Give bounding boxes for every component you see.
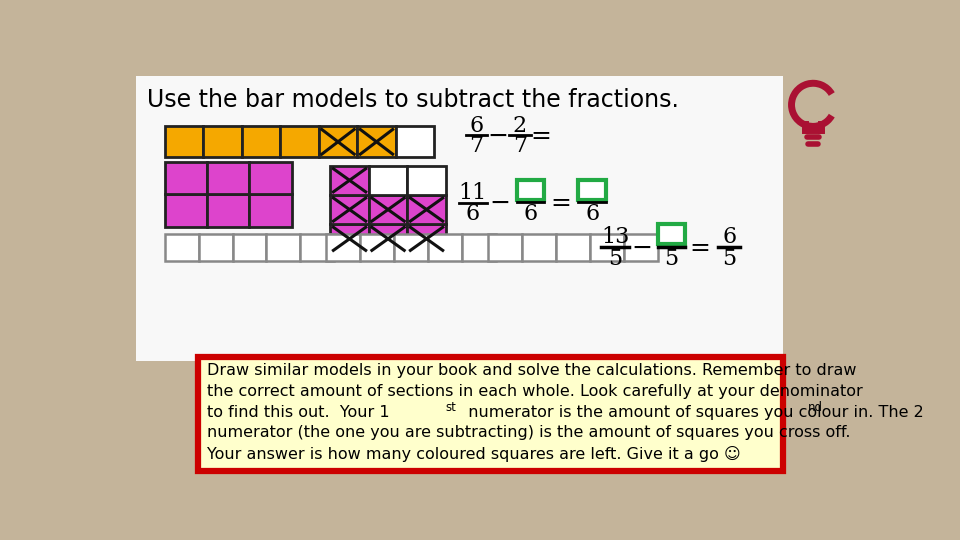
Text: Draw similar models in your book and solve the calculations. Remember to draw: Draw similar models in your book and sol… [207, 363, 856, 378]
Text: =: = [551, 191, 572, 215]
Text: the correct amount of sections in each whole. Look carefully at your denominator: the correct amount of sections in each w… [207, 384, 863, 399]
Bar [250, 162, 292, 194]
Bar [556, 234, 589, 261]
Bar [395, 234, 428, 261]
Bar [407, 224, 445, 253]
Bar [242, 126, 280, 157]
Bar [330, 224, 369, 253]
Bar [658, 224, 685, 244]
Bar [357, 126, 396, 157]
Bar [462, 234, 496, 261]
Bar [488, 234, 522, 261]
Bar [250, 194, 292, 226]
Text: st: st [445, 401, 457, 414]
Bar [207, 162, 250, 194]
Bar [589, 234, 624, 261]
Bar [136, 76, 783, 361]
Bar [516, 179, 544, 200]
Bar [330, 195, 369, 224]
Bar [396, 126, 434, 157]
Text: 5: 5 [664, 248, 679, 270]
Bar [300, 234, 334, 261]
Text: Your answer is how many coloured squares are left. Give it a go ☺: Your answer is how many coloured squares… [207, 446, 741, 462]
Bar [522, 234, 556, 261]
Text: 11: 11 [459, 181, 487, 204]
Text: 6: 6 [469, 116, 484, 137]
Text: 6: 6 [523, 203, 538, 225]
Bar [198, 356, 783, 470]
Bar [407, 166, 445, 195]
Bar [199, 234, 232, 261]
Text: Use the bar models to subtract the fractions.: Use the bar models to subtract the fract… [147, 88, 679, 112]
Bar [266, 234, 300, 261]
Bar [360, 234, 395, 261]
Bar [330, 166, 369, 195]
Text: numerator (the one you are subtracting) is the amount of squares you cross off.: numerator (the one you are subtracting) … [207, 426, 851, 440]
Text: 5: 5 [722, 248, 736, 270]
Bar [407, 195, 445, 224]
Text: 5: 5 [608, 248, 622, 270]
Text: −: − [490, 191, 510, 215]
Text: 7: 7 [469, 134, 484, 157]
Text: =: = [531, 124, 552, 147]
Bar [578, 179, 606, 200]
Text: 7: 7 [513, 134, 527, 157]
Bar [369, 195, 407, 224]
Text: −: − [488, 124, 509, 147]
Bar [204, 126, 242, 157]
Bar [207, 194, 250, 226]
Bar [624, 234, 658, 261]
Text: −: − [632, 236, 653, 260]
Bar [165, 162, 207, 194]
Bar [369, 166, 407, 195]
Text: 13: 13 [601, 226, 630, 248]
Text: 2: 2 [513, 116, 527, 137]
Bar [428, 234, 462, 261]
Bar [369, 224, 407, 253]
Text: =: = [689, 236, 710, 260]
Bar [319, 126, 357, 157]
Bar [165, 126, 204, 157]
Bar [165, 234, 199, 261]
Bar [232, 234, 266, 261]
Text: to find this out.  Your 1: to find this out. Your 1 [207, 404, 390, 420]
Bar [326, 234, 360, 261]
Text: 6: 6 [466, 203, 480, 225]
Text: nd: nd [807, 401, 823, 414]
Text: numerator is the amount of squares you colour in. The 2: numerator is the amount of squares you c… [458, 404, 924, 420]
Bar [280, 126, 319, 157]
Text: 6: 6 [722, 226, 736, 248]
Text: 6: 6 [585, 203, 599, 225]
Bar [165, 194, 207, 226]
